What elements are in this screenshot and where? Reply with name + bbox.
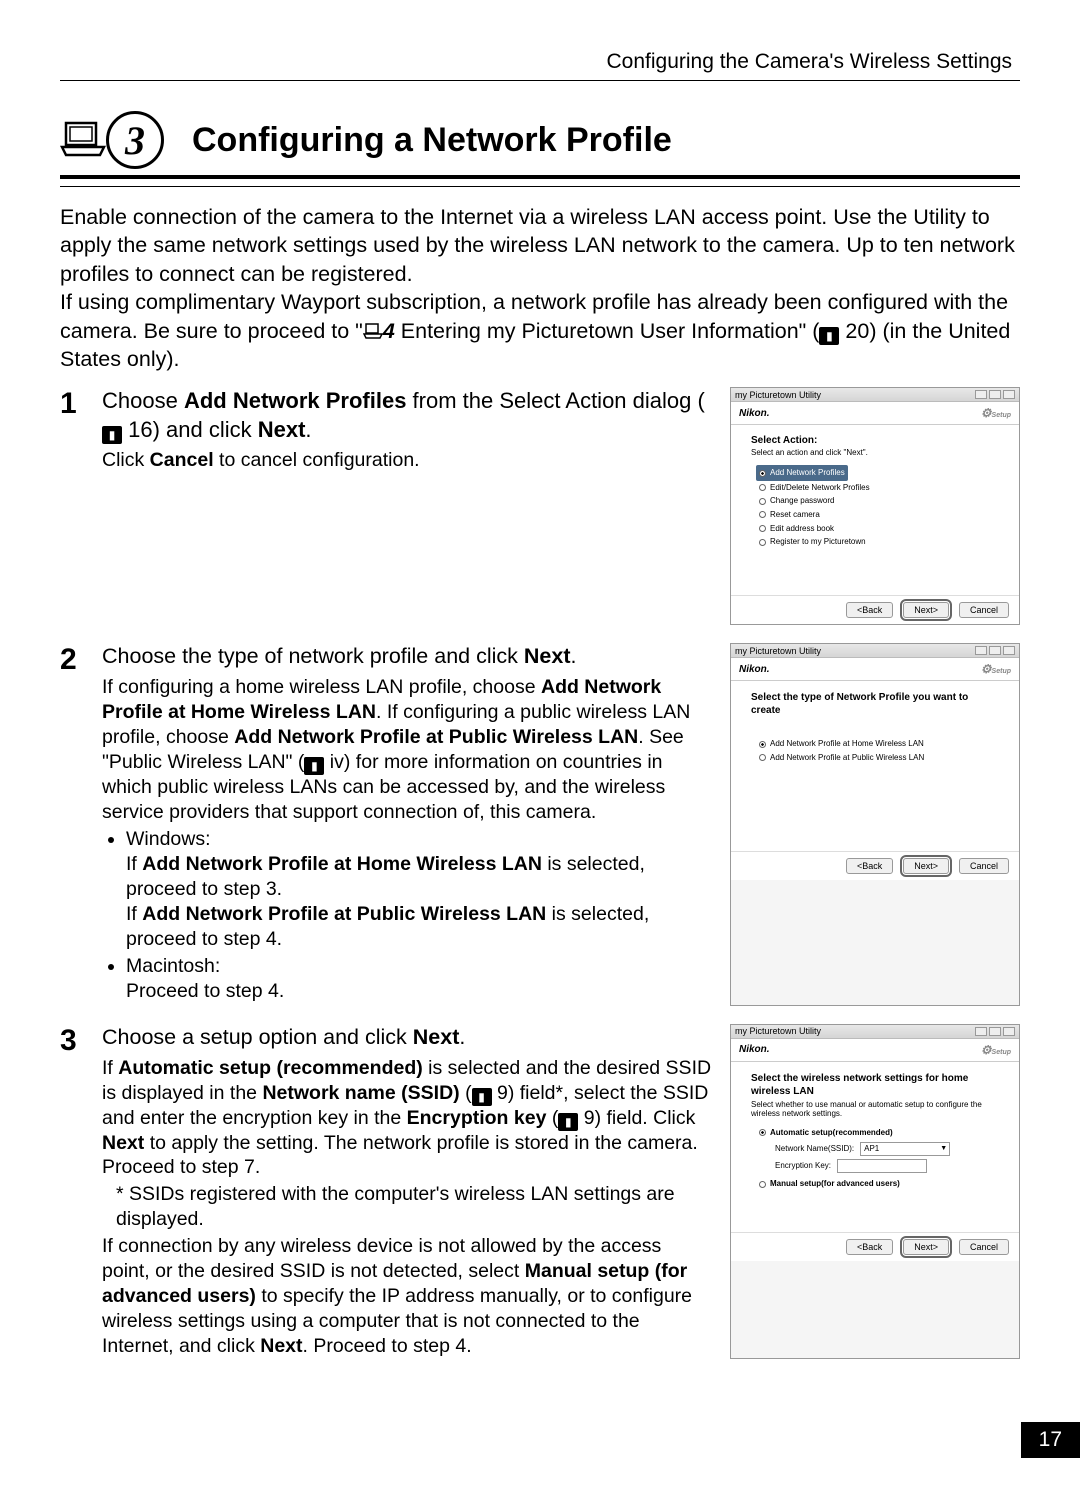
cancel-button: Cancel — [959, 602, 1009, 618]
gear-icon: ⚙Setup — [981, 662, 1011, 676]
step2-text: If configuring a home wireless LAN profi… — [102, 675, 714, 825]
radio-icon — [759, 1129, 766, 1136]
laptop-ref-icon — [363, 319, 383, 337]
close-icon — [1003, 646, 1015, 655]
step3-heading: Choose a setup option and click Next. — [102, 1024, 714, 1052]
step1-number: 1 — [60, 387, 102, 625]
step3-footnote: * SSIDs registered with the computer's w… — [102, 1182, 714, 1232]
ssid-select: AP1▼ — [860, 1142, 950, 1156]
next-button: Next> — [903, 602, 949, 618]
step3-text2: If connection by any wireless device is … — [102, 1234, 714, 1359]
page-title: Configuring a Network Profile — [192, 121, 672, 160]
manual-ref-icon: ▮ — [819, 327, 839, 345]
page-number: 17 — [1021, 1422, 1080, 1458]
screenshot-wireless-settings: my Picturetown Utility Nikon.⚙Setup Sele… — [730, 1024, 1020, 1359]
min-icon — [975, 1027, 987, 1036]
cancel-button: Cancel — [959, 858, 1009, 874]
manual-ref-icon: ▮ — [472, 1088, 492, 1106]
step2-number: 2 — [60, 643, 102, 1005]
gear-icon: ⚙Setup — [981, 406, 1011, 420]
step1-subtext: Click Cancel to cancel configuration. — [102, 448, 714, 473]
radio-icon — [759, 741, 766, 748]
screenshot-select-action: my Picturetown Utility Nikon.⚙Setup Sele… — [730, 387, 1020, 625]
back-button: <Back — [846, 1239, 893, 1255]
radio-icon — [759, 498, 766, 505]
back-button: <Back — [846, 602, 893, 618]
min-icon — [975, 646, 987, 655]
screenshot-profile-type: my Picturetown Utility Nikon.⚙Setup Sele… — [730, 643, 1020, 1005]
radio-icon — [759, 1181, 766, 1188]
cancel-button: Cancel — [959, 1239, 1009, 1255]
section-header: Configuring the Camera's Wireless Settin… — [60, 50, 1020, 74]
manual-ref-icon: ▮ — [558, 1113, 578, 1131]
title-rule — [60, 175, 1020, 187]
max-icon — [989, 1027, 1001, 1036]
radio-icon — [759, 470, 766, 477]
step3-text1: If Automatic setup (recommended) is sele… — [102, 1056, 714, 1181]
next-button: Next> — [903, 1239, 949, 1255]
max-icon — [989, 390, 1001, 399]
close-icon — [1003, 390, 1015, 399]
manual-ref-icon: ▮ — [102, 426, 122, 444]
intro-p2: If using complimentary Wayport subscript… — [60, 288, 1020, 373]
manual-ref-icon: ▮ — [304, 757, 324, 775]
back-button: <Back — [846, 858, 893, 874]
min-icon — [975, 390, 987, 399]
step2-heading: Choose the type of network profile and c… — [102, 643, 714, 671]
close-icon — [1003, 1027, 1015, 1036]
step2-windows: Windows: If Add Network Profile at Home … — [126, 827, 714, 952]
laptop-icon — [60, 121, 106, 159]
max-icon — [989, 646, 1001, 655]
encryption-key-input — [837, 1159, 927, 1173]
radio-icon — [759, 525, 766, 532]
step2-mac: Macintosh: Proceed to step 4. — [126, 954, 714, 1004]
next-button: Next> — [903, 858, 949, 874]
radio-icon — [759, 511, 766, 518]
step1-heading: Choose Add Network Profiles from the Sel… — [102, 387, 714, 444]
radio-icon — [759, 484, 766, 491]
header-rule — [60, 80, 1020, 81]
intro-paragraphs: Enable connection of the camera to the I… — [60, 203, 1020, 373]
title-step-number: 3 — [106, 111, 164, 169]
step3-number: 3 — [60, 1024, 102, 1359]
radio-icon — [759, 754, 766, 761]
gear-icon: ⚙Setup — [981, 1043, 1011, 1057]
radio-icon — [759, 539, 766, 546]
chevron-down-icon: ▼ — [940, 1143, 947, 1155]
intro-p1: Enable connection of the camera to the I… — [60, 203, 1020, 288]
